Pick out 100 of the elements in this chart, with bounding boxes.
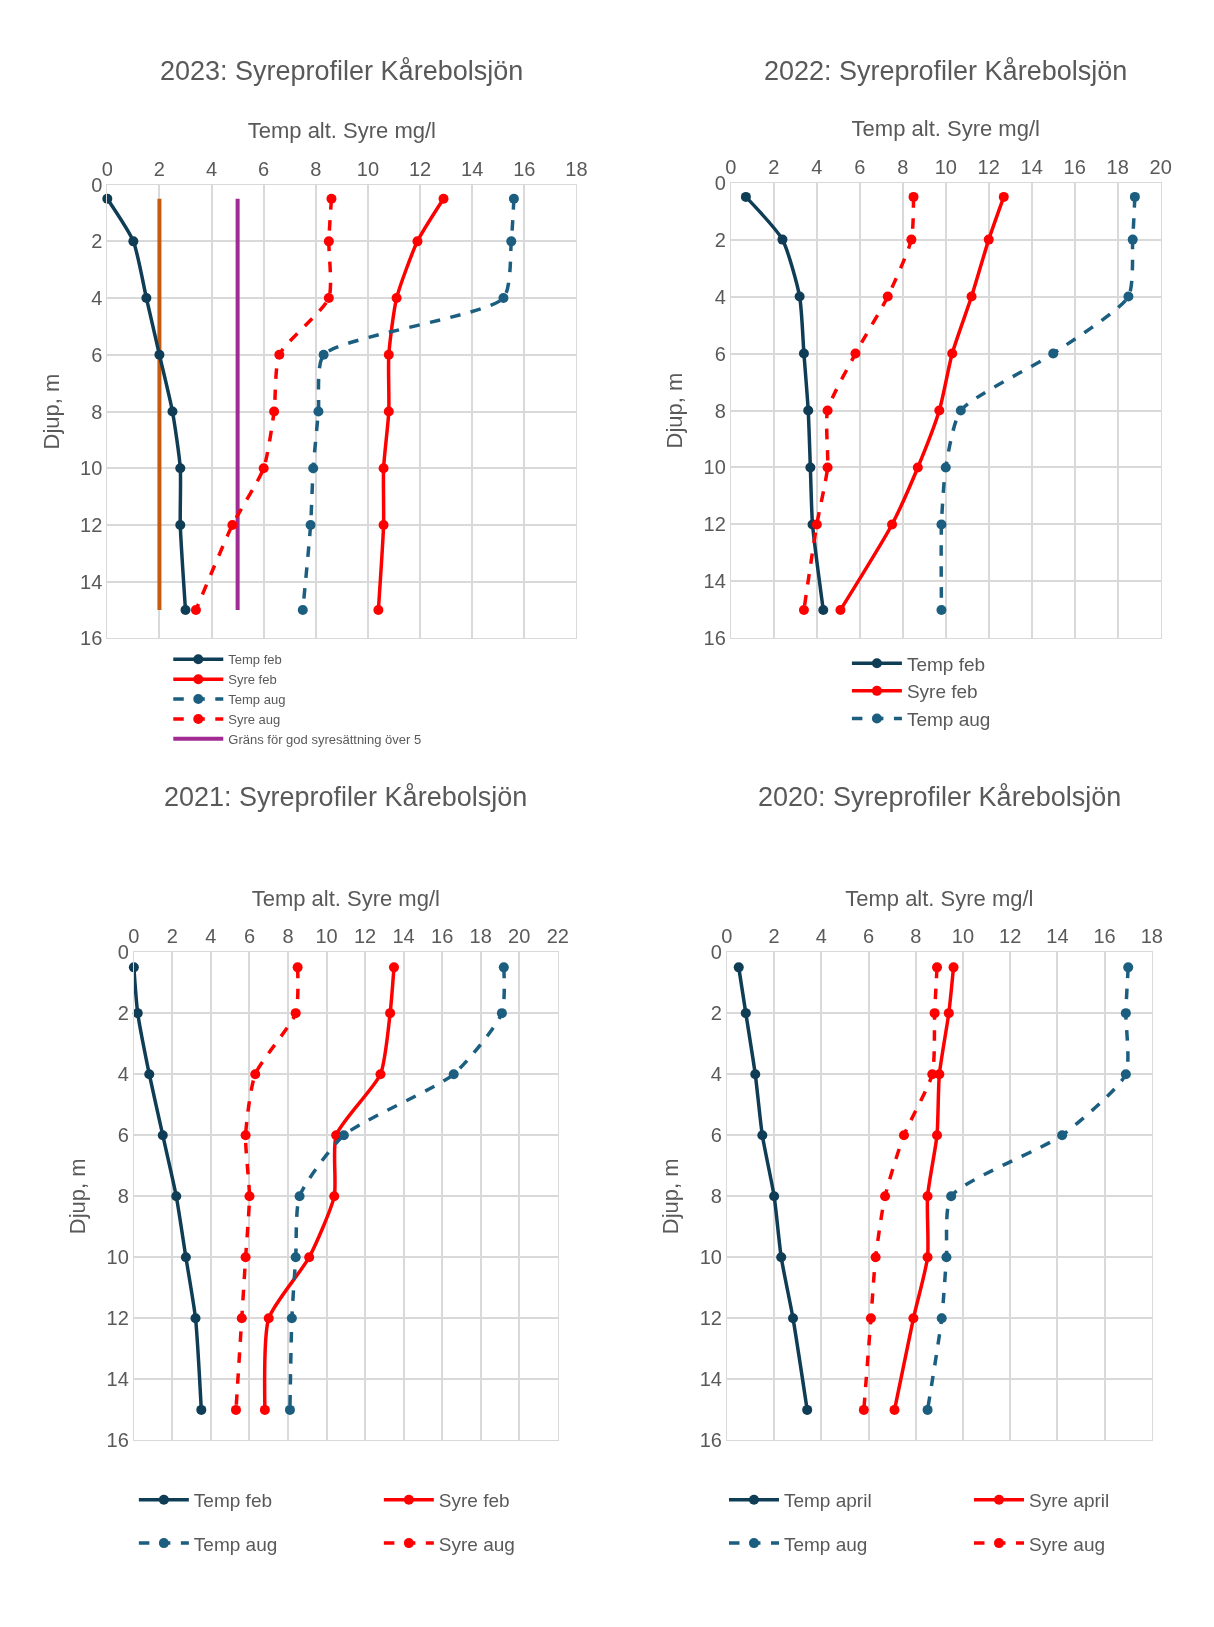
point bbox=[818, 604, 829, 615]
point bbox=[388, 962, 399, 973]
legend-label: Syre aug bbox=[438, 1533, 515, 1555]
x-axis-title: Temp alt. Syre mg/l bbox=[247, 118, 437, 144]
y-tick-label: 4 bbox=[91, 287, 103, 310]
x-tick-label: 2 bbox=[768, 925, 780, 948]
point bbox=[943, 1008, 954, 1019]
point bbox=[259, 1404, 270, 1415]
legend-label: Syre feb bbox=[438, 1490, 510, 1512]
x-tick-label: 18 bbox=[565, 157, 588, 180]
point bbox=[269, 406, 280, 417]
legend-label: Temp april bbox=[783, 1490, 872, 1512]
y-tick-label: 12 bbox=[106, 1307, 129, 1330]
point bbox=[1048, 348, 1059, 359]
point bbox=[294, 1191, 305, 1202]
x-tick-label: 4 bbox=[815, 925, 827, 948]
point bbox=[811, 519, 822, 530]
point bbox=[777, 234, 788, 245]
point bbox=[776, 1252, 787, 1263]
point bbox=[798, 604, 809, 615]
x-tick-label: 12 bbox=[977, 155, 1000, 178]
x-tick-label: 10 bbox=[934, 155, 957, 178]
x-tick-label: 20 bbox=[1149, 155, 1172, 178]
legend-label: Temp feb bbox=[906, 653, 986, 675]
point bbox=[244, 1191, 255, 1202]
point bbox=[506, 236, 517, 247]
point bbox=[898, 1130, 909, 1141]
point bbox=[250, 1069, 261, 1080]
y-tick-label: 6 bbox=[714, 342, 726, 365]
point bbox=[308, 463, 319, 474]
point bbox=[1120, 1008, 1131, 1019]
point bbox=[1127, 234, 1138, 245]
legend-label: Temp aug bbox=[906, 708, 991, 730]
y-tick-label: 14 bbox=[703, 570, 726, 593]
point bbox=[132, 1008, 143, 1019]
point bbox=[1123, 291, 1134, 302]
x-tick-label: 14 bbox=[392, 925, 415, 948]
point bbox=[769, 1191, 780, 1202]
x-tick-label: 10 bbox=[315, 925, 338, 948]
legend-label: Syre feb bbox=[906, 681, 978, 703]
point bbox=[190, 1313, 201, 1324]
point bbox=[740, 191, 751, 202]
point bbox=[880, 1191, 891, 1202]
legend-label: Syre aug bbox=[228, 712, 281, 728]
y-axis-title: Djup, m bbox=[658, 1158, 684, 1235]
x-tick-label: 6 bbox=[258, 157, 270, 180]
point bbox=[932, 962, 942, 973]
point bbox=[882, 291, 893, 302]
y-tick-label: 8 bbox=[91, 400, 103, 423]
point bbox=[983, 234, 994, 245]
point bbox=[412, 236, 423, 247]
point bbox=[922, 1252, 933, 1263]
legend-label: Temp aug bbox=[193, 1533, 278, 1555]
y-tick-label: 4 bbox=[714, 285, 726, 308]
point bbox=[326, 193, 337, 204]
point bbox=[929, 1008, 940, 1019]
point bbox=[496, 1008, 507, 1019]
point bbox=[263, 1313, 274, 1324]
y-tick-label: 16 bbox=[80, 627, 103, 650]
point bbox=[157, 1130, 168, 1141]
legend-label: Syre feb bbox=[228, 672, 277, 688]
x-tick-label: 8 bbox=[910, 925, 922, 948]
point bbox=[941, 1252, 952, 1263]
x-tick-label: 18 bbox=[469, 925, 492, 948]
x-tick-label: 8 bbox=[310, 157, 322, 180]
point bbox=[230, 1404, 241, 1415]
point bbox=[822, 405, 833, 416]
x-tick-label: 22 bbox=[546, 925, 569, 948]
y-axis-title: Djup, m bbox=[662, 372, 688, 449]
point bbox=[835, 604, 846, 615]
y-tick-label: 2 bbox=[714, 228, 726, 251]
x-tick-label: 16 bbox=[431, 925, 454, 948]
chart-title: 2021: Syreprofiler Kårebolsjön bbox=[164, 782, 528, 812]
point bbox=[887, 519, 898, 530]
x-tick-label: 4 bbox=[205, 157, 218, 180]
y-tick-label: 6 bbox=[91, 343, 103, 366]
point bbox=[1129, 191, 1140, 202]
y-tick-label: 8 bbox=[714, 399, 726, 422]
point bbox=[936, 1313, 947, 1324]
point bbox=[154, 349, 165, 360]
point bbox=[190, 605, 201, 616]
point bbox=[798, 348, 809, 359]
y-axis-title: Djup, m bbox=[65, 1158, 91, 1235]
x-tick-label: 14 bbox=[461, 157, 484, 180]
x-axis-title: Temp alt. Syre mg/l bbox=[851, 116, 1040, 142]
point bbox=[329, 1191, 340, 1202]
y-tick-label: 12 bbox=[699, 1307, 722, 1330]
point bbox=[274, 349, 285, 360]
point bbox=[498, 293, 509, 304]
point bbox=[1123, 962, 1134, 973]
point bbox=[391, 293, 402, 304]
point bbox=[323, 293, 334, 304]
point bbox=[922, 1191, 933, 1202]
x-tick-label: 2 bbox=[153, 157, 165, 180]
y-axis-title: Djup, m bbox=[38, 373, 64, 450]
x-tick-label: 10 bbox=[356, 157, 380, 180]
point bbox=[292, 962, 303, 973]
legend-label: Temp aug bbox=[228, 692, 286, 708]
y-tick-label: 12 bbox=[703, 513, 726, 536]
point bbox=[236, 1313, 247, 1324]
